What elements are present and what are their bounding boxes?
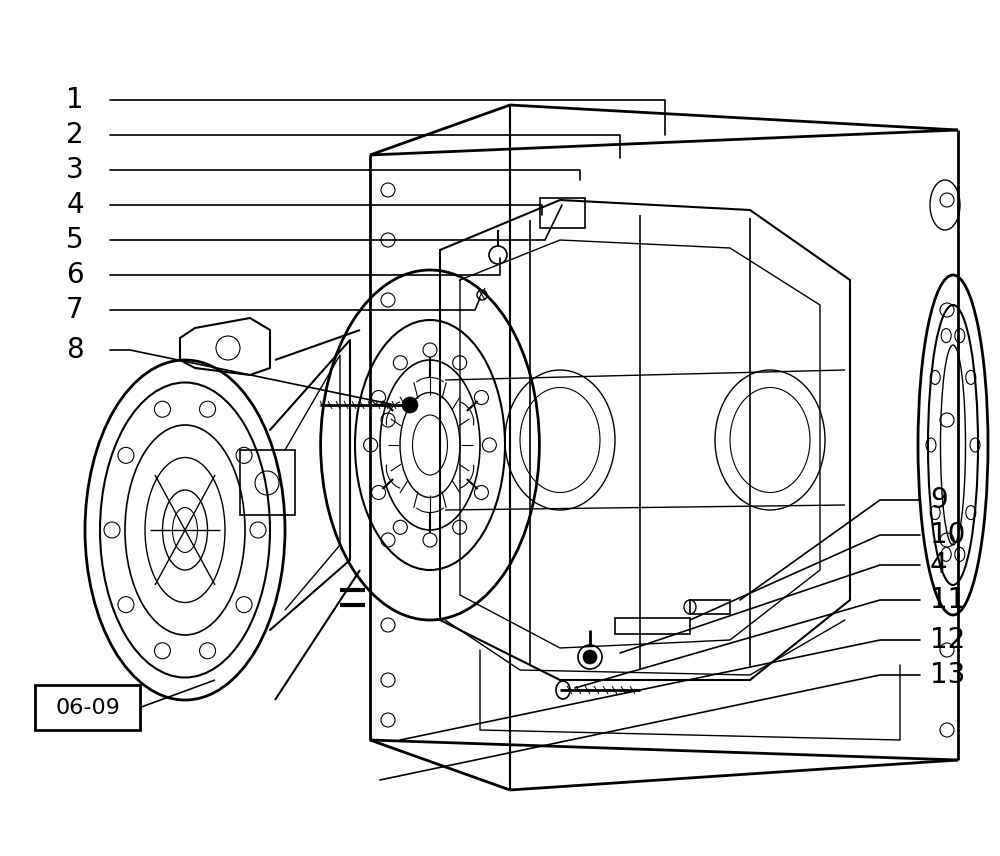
Text: 6: 6 xyxy=(66,261,84,289)
Text: 11: 11 xyxy=(930,586,965,614)
Text: 9: 9 xyxy=(930,486,948,514)
Text: 3: 3 xyxy=(66,156,84,184)
Text: 06-09: 06-09 xyxy=(55,698,120,717)
Text: 10: 10 xyxy=(930,521,965,549)
Circle shape xyxy=(402,397,418,413)
Text: 4: 4 xyxy=(930,551,948,579)
Bar xyxy=(35,685,140,730)
Text: 12: 12 xyxy=(930,626,965,654)
Text: 2: 2 xyxy=(66,121,84,149)
Text: 1: 1 xyxy=(66,86,84,114)
Text: 8: 8 xyxy=(66,336,84,364)
Text: 4: 4 xyxy=(66,191,84,219)
Text: 13: 13 xyxy=(930,661,965,689)
Text: 7: 7 xyxy=(66,296,84,324)
Text: 5: 5 xyxy=(66,226,84,254)
Circle shape xyxy=(583,650,597,664)
